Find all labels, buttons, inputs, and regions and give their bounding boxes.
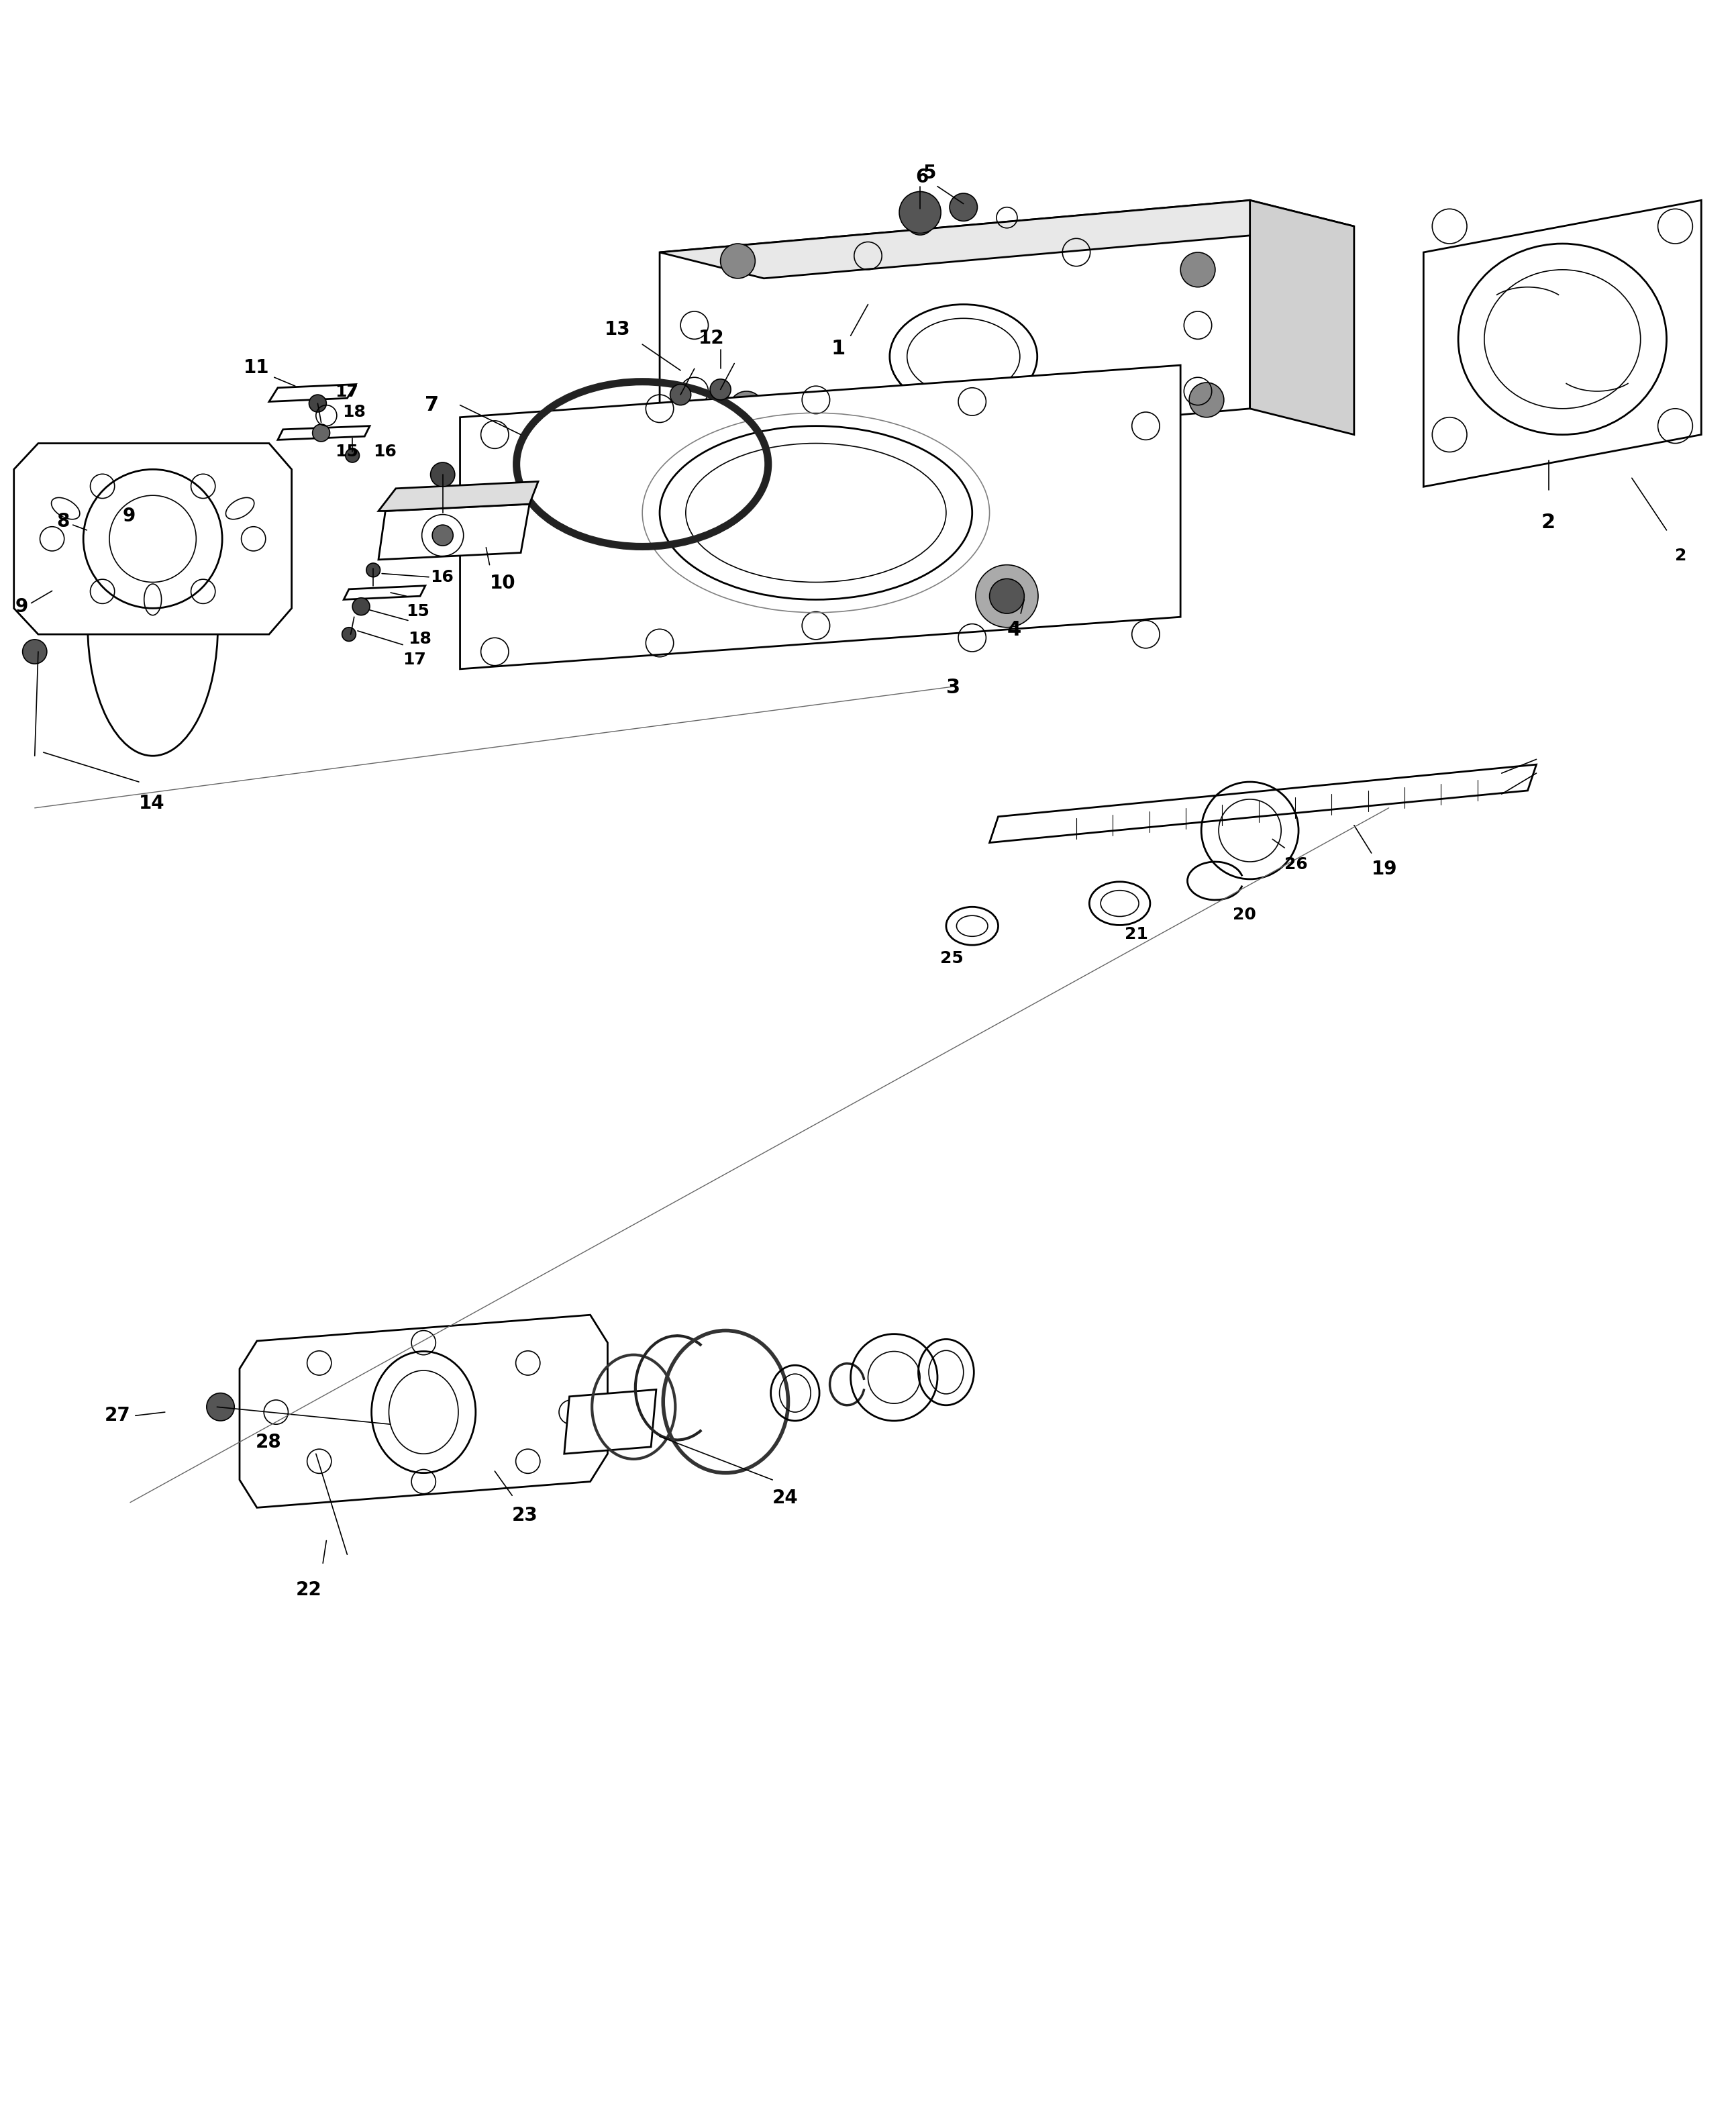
Text: 18: 18 — [342, 404, 365, 420]
Circle shape — [950, 193, 977, 221]
Text: 22: 22 — [297, 1581, 321, 1600]
Text: 14: 14 — [139, 795, 165, 813]
Text: 26: 26 — [1285, 856, 1307, 872]
Text: 9: 9 — [123, 507, 135, 526]
Circle shape — [345, 448, 359, 462]
Circle shape — [309, 395, 326, 412]
Circle shape — [906, 208, 934, 235]
Circle shape — [670, 385, 691, 406]
Circle shape — [1180, 252, 1215, 288]
Text: 6: 6 — [917, 168, 929, 187]
Text: 24: 24 — [773, 1488, 799, 1507]
Text: 5: 5 — [924, 164, 937, 183]
Text: 19: 19 — [1371, 860, 1397, 879]
Circle shape — [312, 425, 330, 441]
Text: 21: 21 — [1125, 927, 1147, 942]
Circle shape — [366, 563, 380, 578]
Text: 17: 17 — [403, 652, 425, 668]
Text: 3: 3 — [946, 677, 960, 698]
Text: 7: 7 — [425, 395, 439, 414]
Text: 9: 9 — [16, 597, 28, 616]
Text: 15: 15 — [406, 603, 429, 620]
Circle shape — [899, 191, 941, 233]
Polygon shape — [990, 765, 1536, 843]
Text: 23: 23 — [512, 1505, 538, 1524]
Circle shape — [710, 378, 731, 399]
Polygon shape — [344, 586, 425, 599]
Circle shape — [432, 526, 453, 547]
Polygon shape — [1250, 200, 1354, 435]
Text: 10: 10 — [490, 574, 516, 593]
Text: 25: 25 — [941, 950, 963, 967]
Circle shape — [306, 1442, 330, 1465]
Text: 20: 20 — [1233, 906, 1255, 923]
Text: 13: 13 — [604, 320, 630, 338]
Circle shape — [431, 462, 455, 488]
Circle shape — [720, 244, 755, 277]
Polygon shape — [1424, 200, 1701, 488]
Circle shape — [976, 565, 1038, 626]
Circle shape — [274, 1406, 292, 1425]
Text: 11: 11 — [243, 359, 269, 378]
Text: 15: 15 — [335, 444, 358, 460]
Text: 24: 24 — [660, 1471, 686, 1490]
Text: 12: 12 — [700, 330, 724, 347]
Circle shape — [1189, 383, 1224, 418]
Polygon shape — [660, 200, 1354, 277]
Polygon shape — [14, 444, 292, 635]
Text: 1: 1 — [832, 338, 845, 359]
Circle shape — [342, 626, 356, 641]
Text: 17: 17 — [335, 385, 358, 399]
Text: 18: 18 — [408, 631, 431, 647]
Text: 2: 2 — [1542, 513, 1555, 532]
Text: 2: 2 — [1675, 547, 1687, 563]
Circle shape — [729, 391, 764, 427]
Polygon shape — [278, 427, 370, 439]
Text: 16: 16 — [373, 444, 396, 460]
Polygon shape — [378, 504, 529, 559]
Text: 8: 8 — [57, 513, 69, 532]
Text: 28: 28 — [255, 1434, 281, 1452]
Polygon shape — [564, 1389, 656, 1455]
Polygon shape — [269, 385, 356, 401]
Text: 16: 16 — [431, 570, 453, 584]
Circle shape — [990, 578, 1024, 614]
Polygon shape — [378, 481, 538, 511]
Circle shape — [352, 597, 370, 616]
Circle shape — [23, 639, 47, 664]
Polygon shape — [240, 1316, 608, 1507]
Polygon shape — [660, 200, 1250, 460]
Text: 4: 4 — [1007, 620, 1021, 639]
Circle shape — [207, 1394, 234, 1421]
Text: 27: 27 — [104, 1406, 130, 1425]
Polygon shape — [460, 366, 1180, 668]
